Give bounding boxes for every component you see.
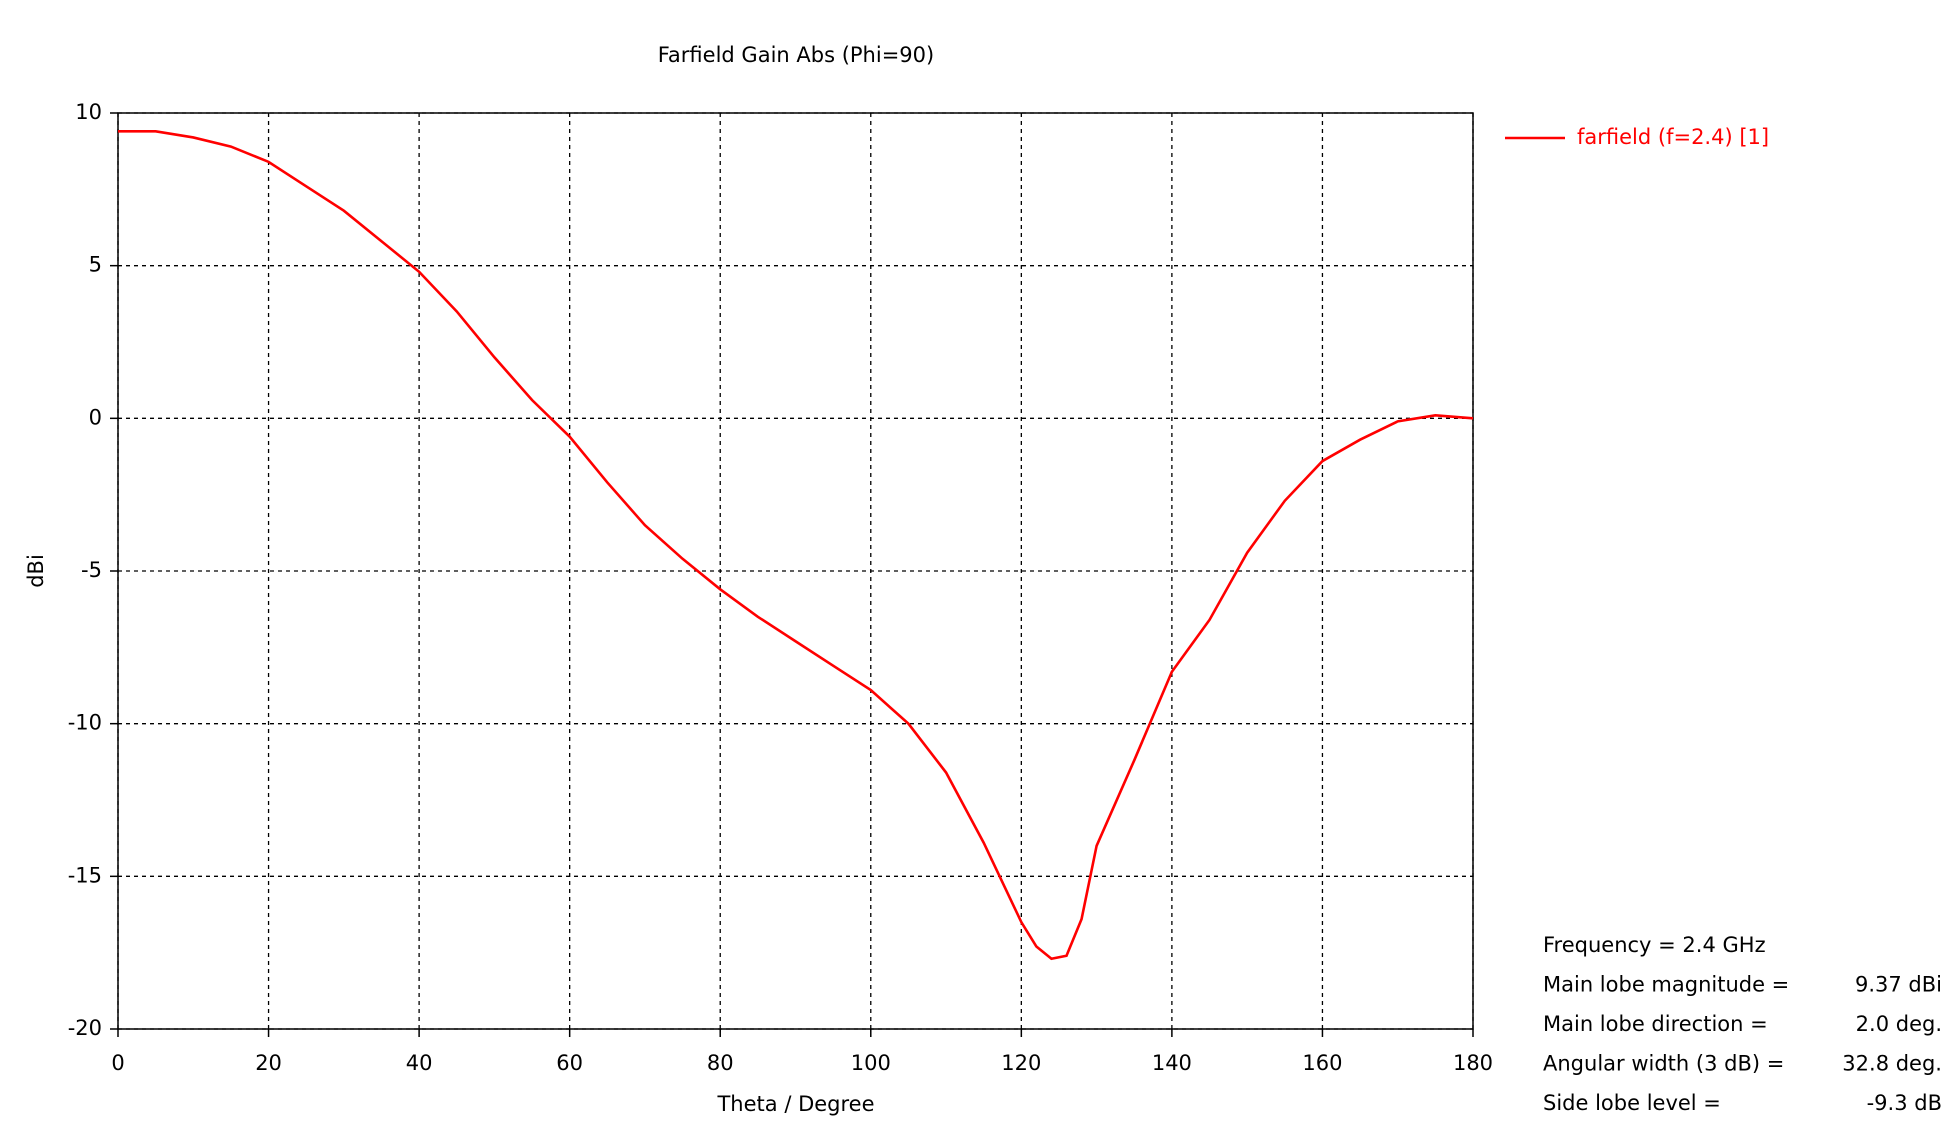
x-tick-label: 0 (111, 1051, 124, 1075)
plot-frame (117, 112, 1474, 1030)
annotation-label: Main lobe direction = (1543, 1012, 1768, 1036)
data-line (118, 130, 1474, 961)
y-tick-label: -20 (68, 1016, 102, 1040)
chart-title: Farfield Gain Abs (Phi=90) (658, 43, 934, 67)
y-tick-label: 0 (89, 405, 102, 429)
y-tick-label: -10 (68, 711, 102, 735)
x-tick-label: 140 (1152, 1051, 1192, 1075)
y-tick-label: -5 (81, 558, 102, 582)
annotation-label: Main lobe magnitude = (1543, 973, 1789, 997)
y-tick-label: 5 (89, 253, 102, 277)
annotation-value: 2.0 deg. (1856, 1012, 1942, 1036)
y-tick-label: -15 (68, 863, 102, 887)
x-tick-label: 100 (851, 1051, 891, 1075)
annotation-value: 32.8 deg. (1842, 1052, 1942, 1076)
x-tick-label: 160 (1302, 1051, 1342, 1075)
annotation-label: Side lobe level = (1543, 1091, 1721, 1115)
x-tick-label: 60 (556, 1051, 583, 1075)
annotation-label: Frequency = 2.4 GHz (1543, 933, 1766, 957)
x-tick-label: 80 (707, 1051, 734, 1075)
legend-label: farfield (f=2.4) [1] (1577, 125, 1769, 149)
x-tick-label: 120 (1001, 1051, 1041, 1075)
annotation-value: -9.3 dB (1867, 1091, 1942, 1115)
x-axis-label: Theta / Degree (716, 1092, 874, 1116)
annotation-value: 9.37 dBi (1855, 973, 1942, 997)
x-tick-label: 40 (406, 1051, 433, 1075)
y-tick-label: 10 (75, 100, 102, 124)
annotation-label: Angular width (3 dB) = (1543, 1052, 1784, 1076)
x-tick-label: 20 (255, 1051, 282, 1075)
y-axis-label: dBi (24, 554, 48, 588)
x-tick-label: 180 (1453, 1051, 1493, 1075)
